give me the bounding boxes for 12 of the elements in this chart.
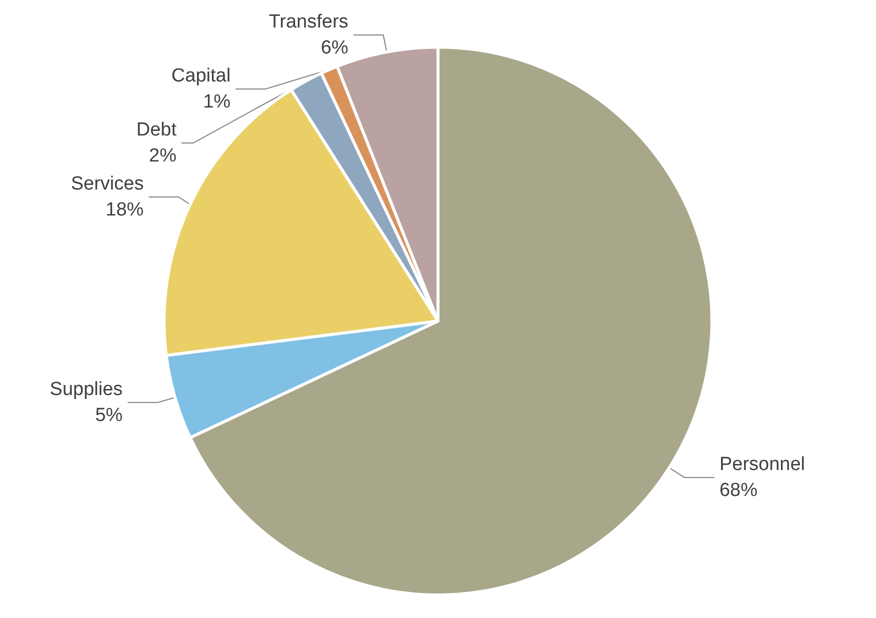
slice-label: Services: [70, 174, 144, 194]
slice-label: Personnel: [719, 454, 806, 475]
slice-label: Transfers: [268, 12, 348, 32]
data-label: 6%: [320, 38, 348, 58]
data-label: 2%: [149, 146, 177, 166]
data-label: 68%: [719, 480, 758, 501]
data-label: 18%: [106, 200, 144, 220]
data-label: 1%: [203, 92, 231, 112]
slice-label: Capital: [171, 66, 231, 86]
data-label: 5%: [95, 404, 123, 426]
slice-label: Debt: [136, 120, 178, 140]
slice-label: Supplies: [50, 378, 123, 400]
